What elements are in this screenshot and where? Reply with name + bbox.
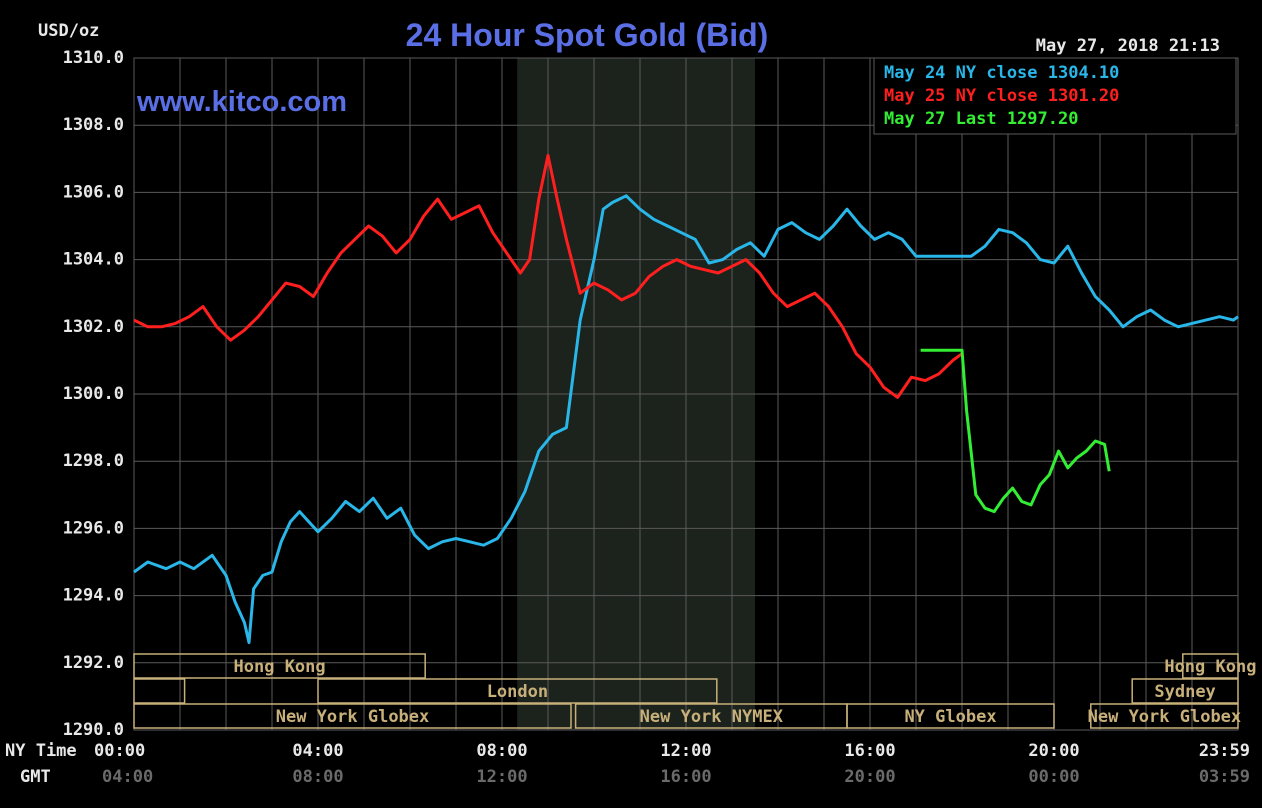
y-tick-label: 1292.0	[63, 653, 124, 673]
market-session-label: London	[487, 682, 548, 702]
x-tick-label-gmt: 16:00	[660, 767, 711, 787]
x-tick-label-ny: 23:59	[1199, 741, 1250, 761]
x-tick-label-ny: 16:00	[844, 741, 895, 761]
market-session-label: New York Globex	[276, 707, 430, 727]
x-tick-label-gmt: 08:00	[292, 767, 343, 787]
market-session-label: New York Globex	[1088, 707, 1242, 727]
gmt-row-label: GMT	[20, 767, 51, 787]
x-tick-label-ny: 00:00	[94, 741, 145, 761]
legend-may25: May 25 NY close 1301.20	[884, 86, 1119, 106]
x-tick-label-ny: 08:00	[476, 741, 527, 761]
chart-title: 24 Hour Spot Gold (Bid)	[406, 17, 769, 53]
y-unit-label: USD/oz	[38, 21, 99, 41]
market-session-box	[1182, 653, 1239, 679]
y-tick-label: 1310.0	[63, 48, 124, 68]
market-session-box	[133, 653, 426, 679]
y-tick-label: 1294.0	[63, 586, 124, 606]
x-tick-label-gmt: 20:00	[844, 767, 895, 787]
y-tick-label: 1296.0	[63, 518, 124, 538]
market-session-box	[846, 703, 1055, 729]
market-session-box	[1131, 678, 1239, 704]
y-tick-label: 1308.0	[63, 115, 124, 135]
y-tick-label: 1290.0	[63, 720, 124, 740]
x-tick-label-ny: 12:00	[660, 741, 711, 761]
x-tick-label-gmt: 03:59	[1199, 767, 1250, 787]
timestamp: May 27, 2018 21:13	[1036, 36, 1220, 56]
market-session-label: Hong Kong	[234, 657, 326, 677]
market-session-box	[133, 703, 572, 729]
market-session-box	[1090, 703, 1239, 729]
y-tick-label: 1304.0	[63, 250, 124, 270]
x-tick-label-ny: 04:00	[292, 741, 343, 761]
x-tick-label-gmt: 00:00	[1028, 767, 1079, 787]
y-tick-label: 1298.0	[63, 451, 124, 471]
x-tick-label-gmt: 12:00	[476, 767, 527, 787]
legend-box	[873, 57, 1237, 135]
market-session-label: New York NYMEX	[640, 707, 784, 727]
series-line-may24	[133, 194, 1239, 645]
market-session-box	[133, 678, 186, 704]
y-tick-label: 1300.0	[63, 384, 124, 404]
x-tick-label-gmt: 04:00	[102, 767, 153, 787]
market-session-box	[317, 678, 718, 704]
y-tick-label: 1302.0	[63, 317, 124, 337]
market-session-label: Sydney	[1154, 682, 1215, 702]
legend-may24: May 24 NY close 1304.10	[884, 63, 1119, 83]
y-tick-label: 1306.0	[63, 182, 124, 202]
ny-time-row-label: NY Time	[5, 741, 77, 761]
market-session-label: NY Globex	[904, 707, 996, 727]
series-line-may27	[920, 348, 1111, 514]
watermark-text: www.kitco.com	[136, 86, 347, 118]
x-tick-label-ny: 20:00	[1028, 741, 1079, 761]
legend-may27: May 27 Last 1297.20	[884, 109, 1078, 129]
series-line-may25	[133, 153, 963, 399]
market-session-label: Hong Kong	[1164, 657, 1256, 677]
